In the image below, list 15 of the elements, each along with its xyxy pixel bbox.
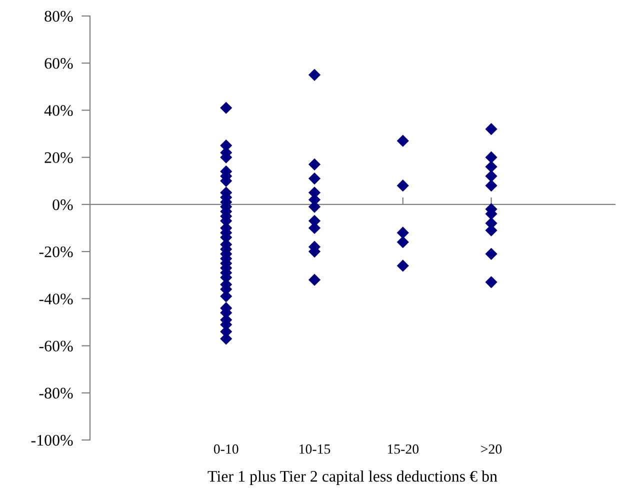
x-tick-label: 0-10	[214, 444, 238, 454]
y-tick-label: -80%	[39, 388, 73, 399]
x-tick-label: 10-15	[300, 444, 330, 454]
y-tick-label: 20%	[44, 152, 73, 164]
y-tick-label: 60%	[44, 58, 73, 69]
x-tick-label: 15-20	[388, 444, 419, 454]
x-axis-title: Tier 1 plus Tier 2 capital less deductions € bn	[208, 470, 498, 485]
y-tick-label: 40%	[44, 105, 73, 116]
x-tick-label: >20	[481, 444, 502, 454]
y-tick-label: -20%	[39, 246, 73, 258]
y-tick-label: -40%	[39, 294, 73, 304]
y-tick-label: 0%	[52, 199, 73, 210]
y-tick-label: -60%	[39, 340, 73, 352]
y-tick-label: 80%	[44, 10, 73, 22]
y-tick-label: -100%	[31, 434, 73, 446]
